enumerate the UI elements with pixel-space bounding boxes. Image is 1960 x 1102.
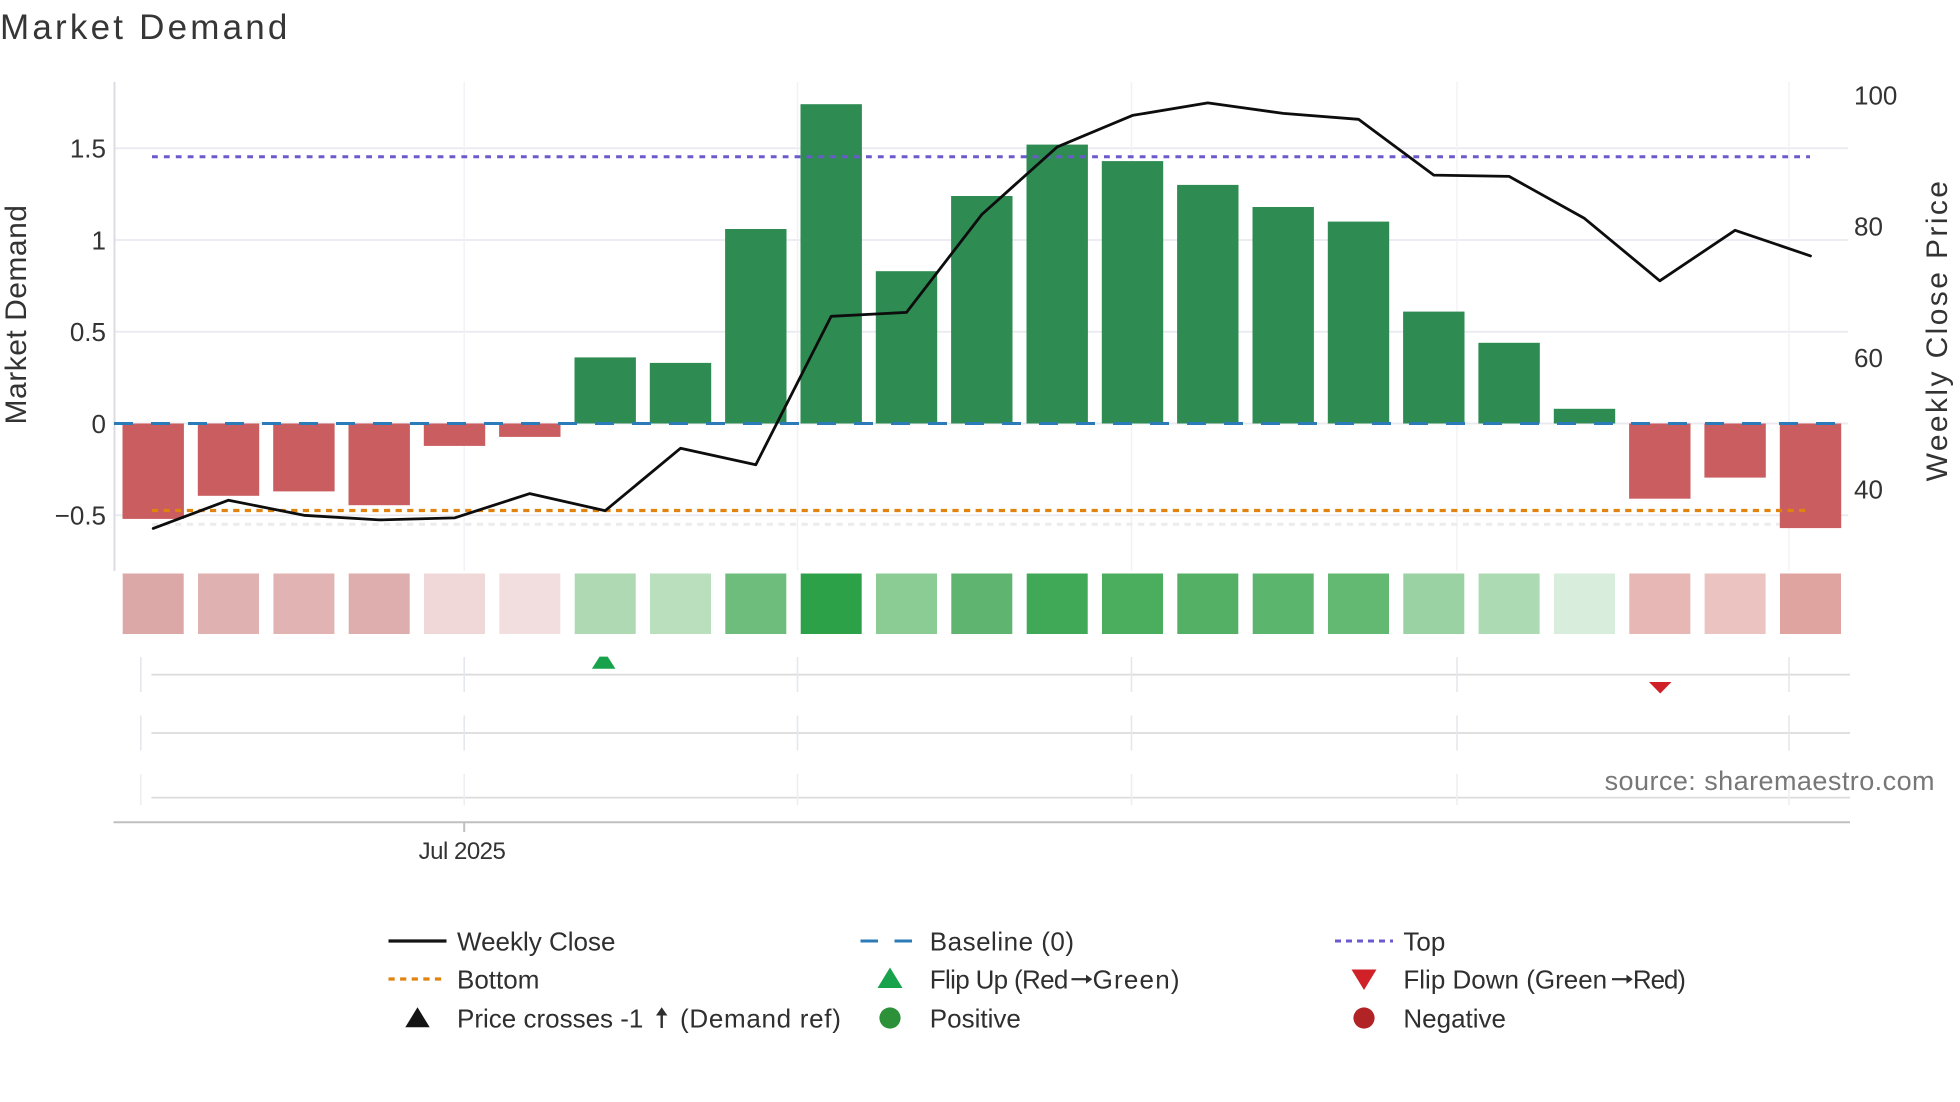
- svg-text:Baseline (0): Baseline (0): [930, 926, 1075, 956]
- svg-text:Bottom: Bottom: [457, 964, 539, 994]
- svg-text:(Demand ref): (Demand ref): [680, 1003, 842, 1033]
- svg-text:Jul 2025: Jul 2025: [419, 838, 506, 865]
- svg-text:Weekly Close Price: Weekly Close Price: [1921, 179, 1954, 482]
- svg-text:Weekly Close: Weekly Close: [457, 926, 615, 956]
- svg-text:1: 1: [92, 225, 106, 255]
- svg-text:Red): Red): [1633, 964, 1685, 994]
- svg-text:Positive: Positive: [930, 1003, 1021, 1033]
- svg-text:80: 80: [1854, 212, 1883, 242]
- svg-text:Market Demand: Market Demand: [0, 205, 33, 425]
- svg-text:source: sharemaestro.com: source: sharemaestro.com: [1605, 766, 1935, 796]
- svg-text:60: 60: [1854, 343, 1883, 373]
- svg-text:Market Demand: Market Demand: [0, 8, 291, 47]
- svg-text:0: 0: [92, 409, 106, 439]
- svg-text:Flip Down (Green: Flip Down (Green: [1403, 964, 1607, 994]
- svg-text:−0.5: −0.5: [55, 501, 106, 531]
- svg-text:100: 100: [1854, 80, 1897, 110]
- svg-text:Green): Green): [1093, 964, 1181, 994]
- svg-text:Top: Top: [1403, 926, 1445, 956]
- svg-text:1.5: 1.5: [70, 134, 106, 164]
- svg-text:Price crosses -1: Price crosses -1: [457, 1003, 643, 1033]
- svg-text:Flip Up (Red: Flip Up (Red: [930, 964, 1068, 994]
- svg-text:Negative: Negative: [1403, 1003, 1506, 1033]
- svg-text:40: 40: [1854, 474, 1883, 504]
- svg-text:0.5: 0.5: [70, 317, 106, 347]
